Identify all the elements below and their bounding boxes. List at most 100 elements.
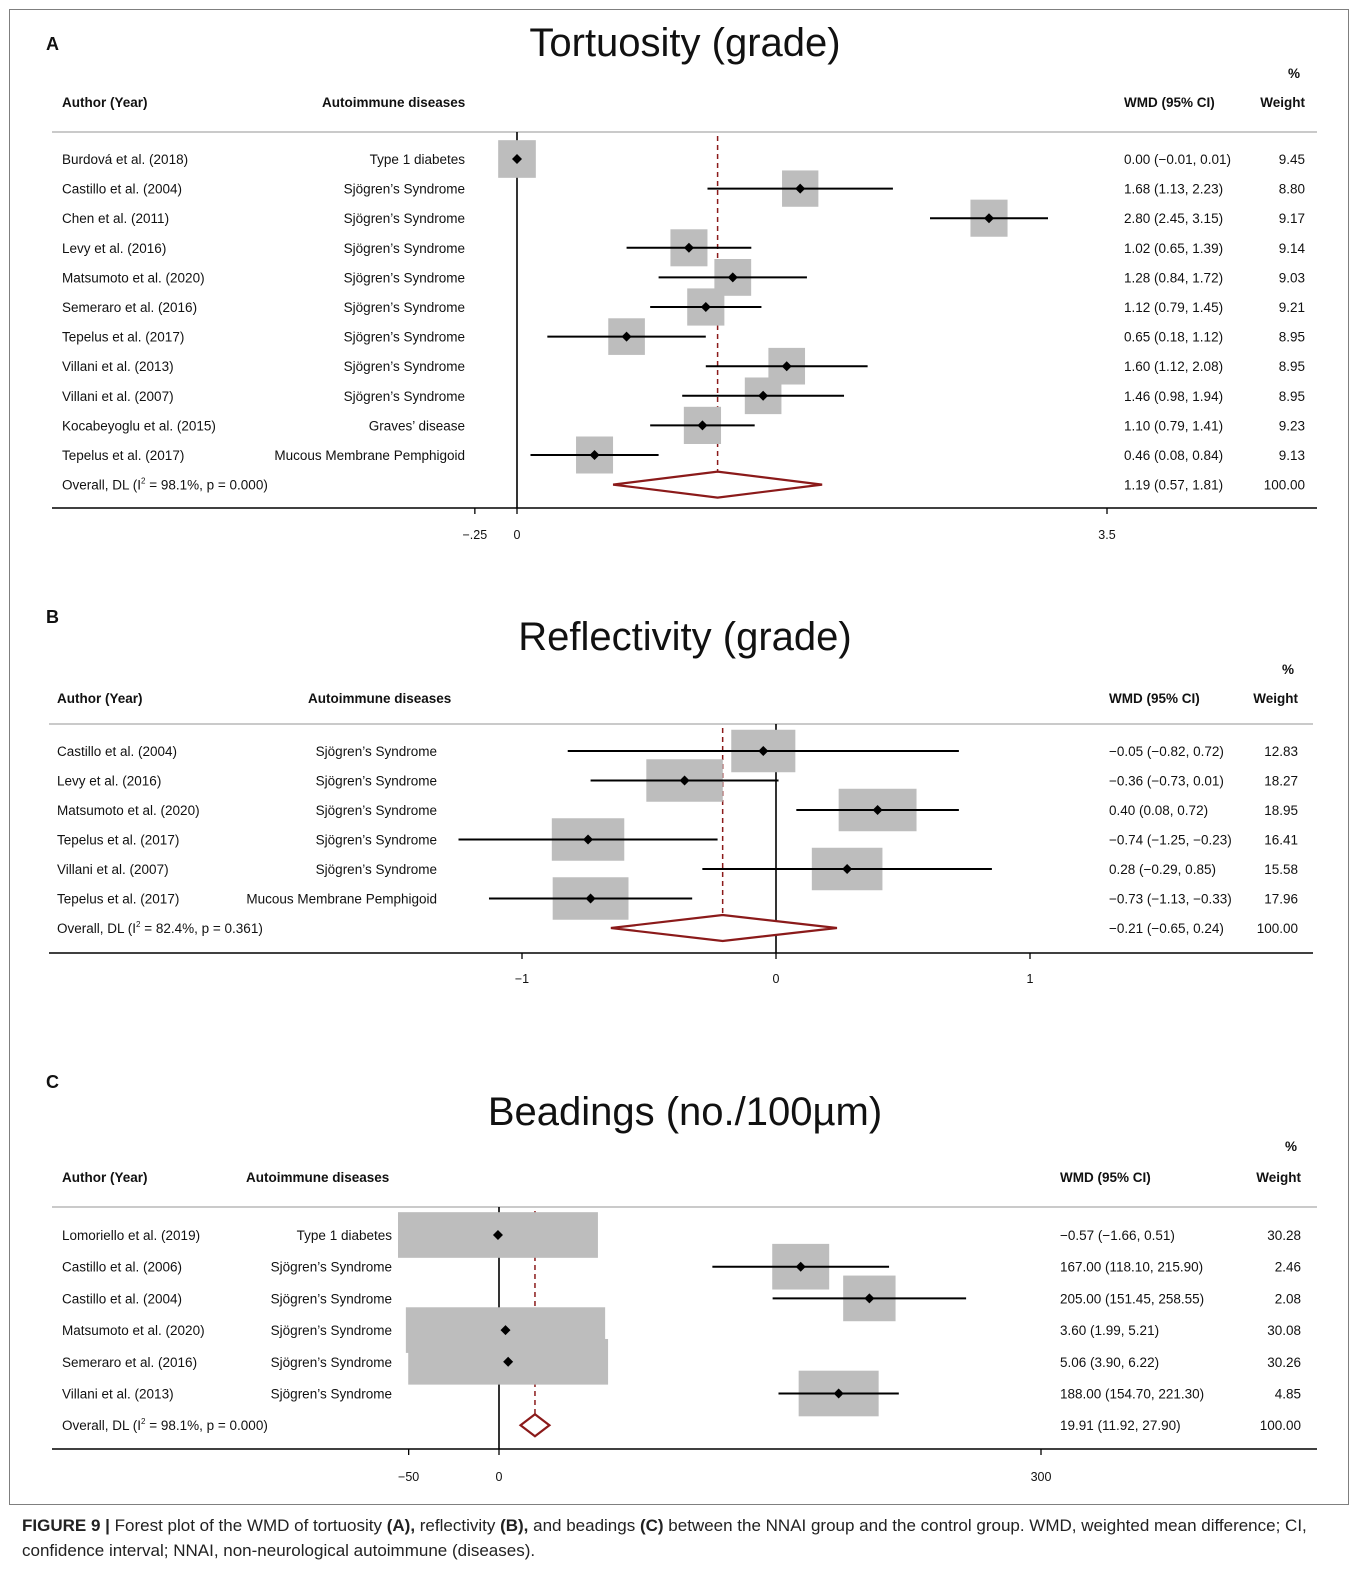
study-weight: 9.14 — [1279, 241, 1306, 256]
panel-title: Beadings (no./100µm) — [488, 1090, 882, 1134]
study-disease: Type 1 diabetes — [370, 152, 466, 167]
author-column-header: Author (Year) — [57, 691, 143, 706]
study-author: Semeraro et al. (2016) — [62, 1355, 197, 1370]
study-disease: Sjögren’s Syndrome — [271, 1355, 392, 1370]
study-author: Tepelus et al. (2017) — [57, 833, 179, 848]
study-weight: 9.13 — [1279, 448, 1305, 463]
study-point-estimate — [697, 420, 708, 431]
study-wmd: 0.28 (−0.29, 0.85) — [1109, 862, 1216, 877]
study-author: Levy et al. (2016) — [62, 241, 166, 256]
overall-label-text: Overall, DL (I — [57, 921, 136, 936]
study-author: Kocabeyoglu et al. (2015) — [62, 418, 216, 433]
overall-label-superscript: 2 — [141, 477, 146, 486]
study-wmd: −0.36 (−0.73, 0.01) — [1109, 774, 1224, 789]
study-wmd: −0.57 (−1.66, 0.51) — [1060, 1228, 1175, 1243]
panel-letter: B — [46, 607, 59, 627]
weight-column-header: Weight — [1260, 95, 1305, 110]
study-wmd: 2.80 (2.45, 3.15) — [1124, 211, 1223, 226]
overall-wmd: 19.91 (11.92, 27.90) — [1060, 1418, 1181, 1433]
study-disease: Sjögren’s Syndrome — [344, 182, 465, 197]
overall-diamond — [610, 913, 838, 943]
study-disease: Sjögren’s Syndrome — [316, 862, 437, 877]
study-disease: Sjögren’s Syndrome — [344, 389, 465, 404]
study-author: Chen et al. (2011) — [62, 211, 169, 226]
study-point-estimate — [621, 331, 632, 342]
study-weight: 8.80 — [1279, 182, 1305, 197]
disease-column-header: Autoimmune diseases — [322, 95, 465, 110]
study-wmd: −0.74 (−1.25, −0.23) — [1109, 833, 1232, 848]
study-point-estimate — [492, 1230, 503, 1240]
overall-label-text: Overall, DL (I — [62, 1418, 141, 1433]
panel-a: A Tortuosity (grade)% Author (Year) Autoimm… — [46, 21, 1317, 542]
study-weight: 18.27 — [1264, 774, 1298, 789]
author-column-header: Author (Year) — [62, 95, 148, 110]
study-point-estimate — [864, 1293, 875, 1304]
weight-percent-header: % — [1282, 662, 1294, 677]
study-weight: 30.28 — [1267, 1228, 1301, 1243]
study-point-estimate — [842, 864, 853, 874]
study-point-estimate — [585, 893, 596, 904]
study-wmd: 0.00 (−0.01, 0.01) — [1124, 152, 1231, 167]
overall-label-stats: = 98.1%, p = 0.000) — [145, 1418, 267, 1433]
study-author: Villani et al. (2007) — [57, 862, 169, 877]
study-author: Villani et al. (2013) — [62, 359, 174, 374]
x-tick-label: −1 — [515, 972, 529, 986]
x-tick-label: 0 — [514, 528, 521, 542]
overall-label-text: Overall, DL (I — [62, 478, 141, 493]
forest-plot-figure: A Tortuosity (grade)% Author (Year) Autoimm… — [46, 21, 1317, 1484]
study-wmd: 1.46 (0.98, 1.94) — [1124, 389, 1223, 404]
study-point-estimate — [833, 1388, 844, 1399]
panel-c: C Beadings (no./100µm)% Author (Year) Autoi… — [46, 1072, 1317, 1484]
study-point-estimate — [500, 1325, 511, 1336]
study-wmd: 5.06 (3.90, 6.22) — [1060, 1355, 1159, 1370]
study-author: Tepelus et al. (2017) — [62, 330, 184, 345]
overall-label-superscript: 2 — [141, 1417, 146, 1426]
figure-frame — [9, 9, 1349, 1505]
panel-title: Tortuosity (grade) — [529, 21, 840, 65]
study-disease: Sjögren’s Syndrome — [271, 1291, 392, 1306]
study-weight: 9.21 — [1279, 300, 1305, 315]
caption-part: between the NNAI group and the control g… — [22, 1516, 1307, 1560]
wmd-column-header: WMD (95% CI) — [1109, 691, 1200, 706]
study-disease: Sjögren’s Syndrome — [344, 270, 465, 285]
panel-title: Reflectivity (grade) — [518, 615, 851, 659]
study-author: Castillo et al. (2004) — [57, 744, 177, 759]
study-weight: 8.95 — [1279, 330, 1305, 345]
x-tick-label: −.25 — [463, 528, 488, 542]
caption-part: reflectivity — [415, 1516, 501, 1535]
overall-label-superscript: 2 — [136, 920, 141, 929]
weight-percent-header: % — [1288, 66, 1300, 81]
study-point-estimate — [795, 1261, 806, 1272]
study-author: Villani et al. (2013) — [62, 1387, 174, 1402]
overall-label-stats: = 98.1%, p = 0.000) — [145, 478, 267, 493]
study-point-estimate — [758, 746, 769, 756]
study-point-estimate — [727, 272, 738, 283]
caption-part: (C) — [639, 1516, 664, 1535]
overall-diamond — [612, 470, 823, 499]
study-author: Matsumoto et al. (2020) — [57, 803, 200, 818]
study-disease: Sjögren’s Syndrome — [271, 1323, 392, 1338]
study-disease: Sjögren’s Syndrome — [271, 1260, 392, 1275]
study-wmd: −0.05 (−0.82, 0.72) — [1109, 744, 1224, 759]
study-point-estimate — [512, 154, 522, 164]
study-weight: 8.95 — [1279, 389, 1305, 404]
study-weight: 4.85 — [1275, 1387, 1301, 1402]
x-tick-label: 1 — [1027, 972, 1034, 986]
author-column-header: Author (Year) — [62, 1170, 148, 1185]
study-point-estimate — [984, 213, 994, 224]
study-weight: 2.08 — [1275, 1291, 1301, 1306]
study-weight: 8.95 — [1279, 359, 1305, 374]
study-point-estimate — [758, 390, 769, 401]
study-wmd: 1.10 (0.79, 1.41) — [1124, 418, 1223, 433]
study-author: Tepelus et al. (2017) — [57, 892, 179, 907]
study-disease: Sjögren’s Syndrome — [344, 211, 465, 226]
study-wmd: 205.00 (151.45, 258.55) — [1060, 1291, 1204, 1306]
study-point-estimate — [683, 242, 694, 253]
x-tick-label: 300 — [1031, 1470, 1052, 1484]
disease-column-header: Autoimmune diseases — [246, 1170, 389, 1185]
caption-part: (A), — [386, 1516, 416, 1535]
study-point-estimate — [583, 834, 594, 845]
study-disease: Sjögren’s Syndrome — [316, 833, 437, 848]
caption-part: Forest plot of the WMD of tortuosity — [109, 1516, 387, 1535]
study-weight: 30.26 — [1267, 1355, 1301, 1370]
